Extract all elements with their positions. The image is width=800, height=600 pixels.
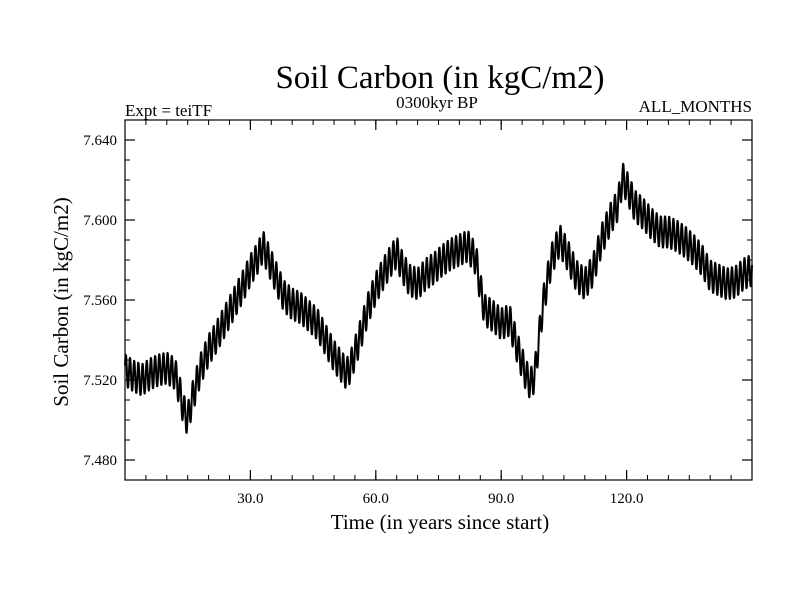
x-tick-label: 120.0 <box>610 491 644 507</box>
x-tick-label: 90.0 <box>488 491 514 507</box>
x-tick-label: 60.0 <box>363 491 389 507</box>
x-tick-label: 30.0 <box>237 491 263 507</box>
y-tick-label: 7.480 <box>83 453 117 469</box>
plot-layer: 30.0 60.0 90.0 120.0 7.480 7.520 7.560 7.600 7.6… <box>83 119 753 507</box>
y-axis-label: Soil Carbon (in kgC/m2) <box>49 197 73 406</box>
y-tick-label: 7.600 <box>83 213 117 229</box>
chart-title: Soil Carbon (in kgC/m2) <box>275 60 604 96</box>
epoch-label: 0300kyr BP <box>396 93 478 112</box>
plot-frame <box>124 119 753 481</box>
experiment-label: Expt = teiTF <box>125 101 212 120</box>
y-tick-label: 7.560 <box>83 293 117 309</box>
months-label: ALL_MONTHS <box>639 97 752 116</box>
soil-carbon-series-line <box>124 162 753 434</box>
x-axis-label: Time (in years since start) <box>331 510 550 534</box>
y-tick-label: 7.520 <box>83 373 117 389</box>
y-tick-label: 7.640 <box>83 133 117 149</box>
